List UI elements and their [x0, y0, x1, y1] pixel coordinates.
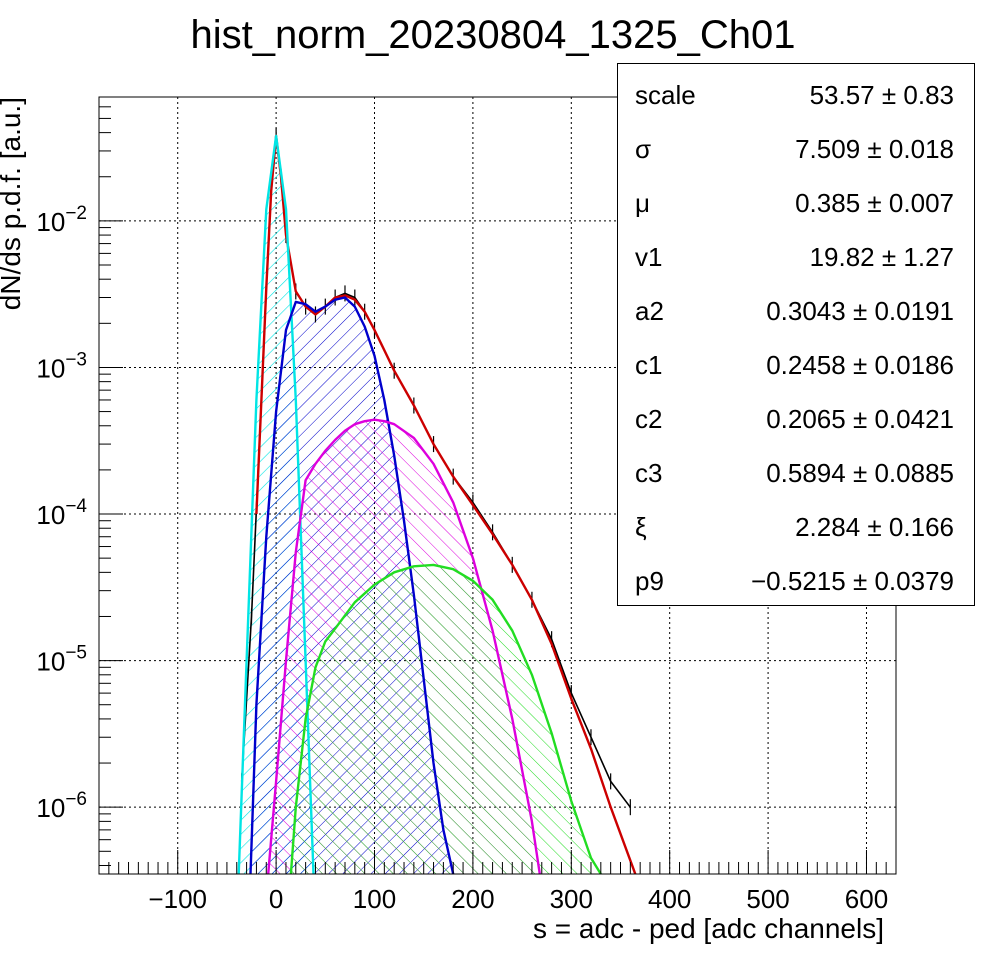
stat-name: μ — [635, 188, 650, 218]
stat-row-c2: c2 0.2065 ± 0.0421 — [618, 390, 974, 444]
series-line — [289, 563, 602, 874]
stat-value: 0.2065 ± 0.0421 — [766, 404, 954, 434]
stat-name: scale — [635, 80, 696, 110]
y-tick-label: 10−6 — [36, 789, 87, 823]
y-axis: 10−6 10−5 10−4 10−3 10−2 — [36, 96, 123, 866]
stat-row-xi: ξ 2.284 ± 0.166 — [618, 498, 974, 552]
stat-name: c2 — [635, 404, 663, 434]
stat-row-scale: scale 53.57 ± 0.83 — [618, 66, 974, 120]
fit-curves — [237, 134, 637, 874]
stat-row-p9: p9 −0.5215 ± 0.0379 — [618, 552, 974, 606]
x-tick-label: 300 — [550, 884, 593, 914]
stat-row-sigma: σ 7.509 ± 0.018 — [618, 120, 974, 174]
series-line — [249, 296, 455, 874]
stat-name: c1 — [635, 350, 663, 380]
stat-value: 53.57 ± 0.83 — [809, 80, 954, 110]
x-tick-label: 100 — [353, 884, 396, 914]
stat-value: 0.385 ± 0.007 — [795, 188, 954, 218]
x-axis-label: s = adc - ped [adc channels] — [533, 913, 884, 944]
fit-statistics-box: scale 53.57 ± 0.83 σ 7.509 ± 0.018 μ 0.3… — [617, 63, 975, 606]
stat-value: 0.2458 ± 0.0186 — [766, 350, 954, 380]
stat-name: c3 — [635, 458, 663, 488]
series-fill — [290, 564, 601, 874]
stat-row-c3: c3 0.5894 ± 0.0885 — [618, 444, 974, 498]
stat-row-v1: v1 19.82 ± 1.27 — [618, 228, 974, 282]
x-tick-label: 0 — [269, 884, 283, 914]
x-axis: −100 0 100 200 300 400 500 600 — [98, 850, 897, 914]
stat-name: a2 — [635, 296, 664, 326]
stat-value: 0.5894 ± 0.0885 — [766, 458, 954, 488]
y-axis-label: dN/ds p.d.f. [a.u.] — [0, 97, 26, 310]
y-tick-label: 10−4 — [36, 496, 87, 530]
stat-row-mu: μ 0.385 ± 0.007 — [618, 174, 974, 228]
stat-value: 7.509 ± 0.018 — [795, 134, 954, 164]
x-tick-label: 200 — [451, 884, 494, 914]
y-tick-label: 10−2 — [36, 203, 87, 237]
chart-title: hist_norm_20230804_1325_Ch01 — [191, 13, 796, 57]
component-fills — [238, 135, 601, 874]
stat-value: 19.82 ± 1.27 — [809, 242, 954, 272]
stat-value: −0.5215 ± 0.0379 — [751, 566, 954, 596]
stat-name: p9 — [635, 566, 664, 596]
x-tick-label: 600 — [845, 884, 888, 914]
x-tick-label: −100 — [148, 884, 207, 914]
x-tick-label: 500 — [746, 884, 789, 914]
stat-name: ξ — [635, 512, 647, 542]
y-tick-label: 10−3 — [36, 349, 87, 383]
stat-name: v1 — [635, 242, 663, 272]
x-tick-label: 400 — [648, 884, 691, 914]
stat-row-c1: c1 0.2458 ± 0.0186 — [618, 336, 974, 390]
series-line — [237, 134, 315, 874]
stat-value: 2.284 ± 0.166 — [795, 512, 954, 542]
y-tick-label: 10−5 — [36, 643, 87, 677]
series-line — [267, 418, 541, 874]
stat-value: 0.3043 ± 0.0191 — [766, 296, 954, 326]
stat-row-a2: a2 0.3043 ± 0.0191 — [618, 282, 974, 336]
stat-name: σ — [635, 134, 652, 164]
